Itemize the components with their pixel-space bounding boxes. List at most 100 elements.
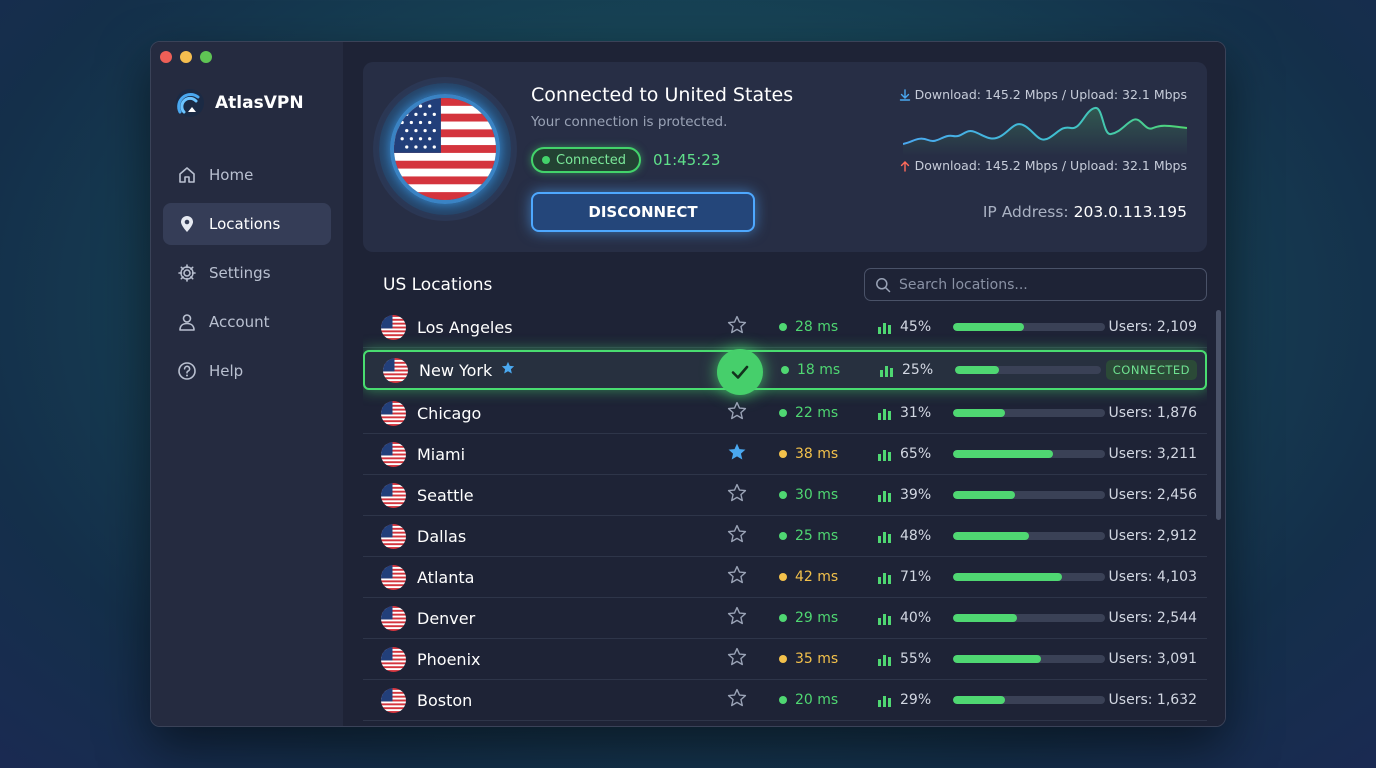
latency-dot-icon — [779, 409, 787, 417]
user-count: Users: 3,211 — [1108, 446, 1197, 462]
latency-dot-icon — [779, 491, 787, 499]
favorite-toggle[interactable] — [726, 646, 748, 672]
location-row[interactable]: Boston 20 ms 29% Users: 1,632 — [363, 680, 1207, 721]
location-row[interactable]: Los Angeles 28 ms 45% Users: 2,109 — [363, 307, 1207, 348]
location-row[interactable]: Dallas 25 ms 48% Users: 2,912 — [363, 516, 1207, 557]
location-row[interactable]: Atlanta 42 ms 71% Users: 4,103 — [363, 557, 1207, 598]
speed-text: Download: 145.2 Mbps / Upload: 32.1 Mbps — [914, 87, 1187, 102]
disconnect-button[interactable]: DISCONNECT — [531, 192, 755, 232]
favorite-toggle[interactable] — [726, 482, 748, 508]
search-input[interactable] — [899, 276, 1199, 293]
load-bar-fill — [953, 573, 1063, 581]
location-row[interactable]: Seattle 30 ms 39% Users: 2,456 — [363, 475, 1207, 516]
status-dot-icon — [542, 156, 550, 164]
latency-dot-icon — [779, 323, 787, 331]
server-load: 45% — [878, 319, 931, 335]
load-value: 48% — [900, 528, 932, 544]
latency: 38 ms — [779, 446, 838, 462]
star-filled-icon — [728, 443, 746, 460]
latency-dot-icon — [779, 532, 787, 540]
location-row[interactable]: Chicago 22 ms 31% Users: 1,876 — [363, 393, 1207, 434]
sidebar-item-account[interactable]: Account — [163, 301, 331, 343]
location-row[interactable]: Denver 29 ms 40% Users: 2,544 — [363, 598, 1207, 639]
latency: 20 ms — [779, 692, 838, 708]
us-flag-icon — [381, 564, 406, 590]
location-city: Boston — [417, 691, 472, 710]
favorite-toggle[interactable] — [500, 360, 516, 380]
us-flag-icon — [381, 646, 406, 672]
signal-bars-icon — [878, 613, 891, 625]
ip-value: 203.0.113.195 — [1073, 203, 1187, 221]
star-filled-icon — [502, 361, 515, 374]
latency-value: 28 ms — [795, 319, 839, 335]
connection-timer: 01:45:23 — [653, 151, 721, 169]
signal-bars-icon — [878, 654, 891, 666]
latency-dot-icon — [779, 614, 787, 622]
load-value: 29% — [900, 692, 932, 708]
sidebar-item-help[interactable]: Help — [163, 350, 331, 392]
latency-value: 22 ms — [795, 405, 839, 421]
us-flag-icon — [381, 605, 406, 631]
favorite-toggle[interactable] — [726, 314, 748, 340]
main-panel: Connected to United States Your connecti… — [343, 42, 1225, 726]
location-row[interactable]: Miami 38 ms 65% Users: 3,211 — [363, 434, 1207, 475]
favorite-toggle[interactable] — [726, 605, 748, 631]
country-flag — [381, 400, 406, 426]
sidebar-item-label: Account — [209, 313, 270, 331]
load-value: 40% — [900, 610, 932, 626]
latency-value: 29 ms — [795, 610, 839, 626]
sidebar-item-label: Help — [209, 362, 244, 380]
locations-list: Los Angeles 28 ms 45% Users: 2,109 New York 1… — [363, 307, 1207, 726]
load-bar-fill — [953, 614, 1017, 622]
location-row[interactable]: Phoenix 35 ms 55% Users: 3,091 — [363, 639, 1207, 680]
sidebar-item-locations[interactable]: Locations — [163, 203, 331, 245]
favorite-toggle[interactable] — [726, 400, 748, 426]
us-flag-icon — [381, 400, 406, 426]
sidebar-item-home[interactable]: Home — [163, 154, 331, 196]
us-flag-icon — [381, 523, 406, 549]
load-bar-fill — [953, 323, 1025, 331]
country-flag — [381, 605, 406, 631]
location-city: Atlanta — [417, 568, 474, 587]
country-flag — [381, 646, 406, 672]
scrollbar[interactable] — [1216, 310, 1221, 520]
latency-dot-icon — [779, 696, 787, 704]
latency: 29 ms — [779, 610, 838, 626]
us-flag-icon — [394, 98, 496, 200]
server-load: 40% — [878, 610, 931, 626]
latency-value: 42 ms — [795, 569, 839, 585]
location-row[interactable]: New York 18 ms 25% CONNECTED — [363, 349, 1207, 395]
app-name: AtlasVPN — [215, 93, 304, 113]
favorite-toggle[interactable] — [726, 441, 748, 467]
favorite-toggle[interactable] — [726, 687, 748, 713]
home-icon — [179, 167, 195, 183]
server-load: 71% — [878, 569, 931, 585]
connection-title: Connected to United States — [531, 84, 794, 106]
us-flag-icon — [381, 482, 406, 508]
load-bar-fill — [953, 491, 1016, 499]
load-bar — [953, 614, 1105, 622]
city-name: Seattle — [417, 485, 474, 505]
sidebar-item-settings[interactable]: Settings — [163, 252, 331, 294]
load-bar-fill — [953, 696, 1005, 704]
close-window-button[interactable] — [160, 51, 172, 63]
sidebar-item-label: Home — [209, 166, 254, 184]
server-load: 25% — [880, 362, 933, 378]
minimize-window-button[interactable] — [180, 51, 192, 63]
us-flag-icon — [381, 687, 406, 713]
load-value: 31% — [900, 405, 932, 421]
user-icon — [179, 314, 195, 331]
latency: 35 ms — [779, 651, 838, 667]
latency: 22 ms — [779, 405, 838, 421]
latency-value: 25 ms — [795, 528, 839, 544]
location-city: Dallas — [417, 527, 466, 546]
load-bar — [953, 655, 1105, 663]
favorite-toggle[interactable] — [726, 564, 748, 590]
favorite-toggle[interactable] — [726, 523, 748, 549]
user-count: Users: 2,456 — [1108, 487, 1197, 503]
maximize-window-button[interactable] — [200, 51, 212, 63]
latency: 25 ms — [779, 528, 838, 544]
speed-graph — [903, 107, 1187, 156]
speed-readout-bottom: Download: 145.2 Mbps / Upload: 32.1 Mbps — [899, 158, 1187, 173]
search-box — [864, 268, 1207, 301]
